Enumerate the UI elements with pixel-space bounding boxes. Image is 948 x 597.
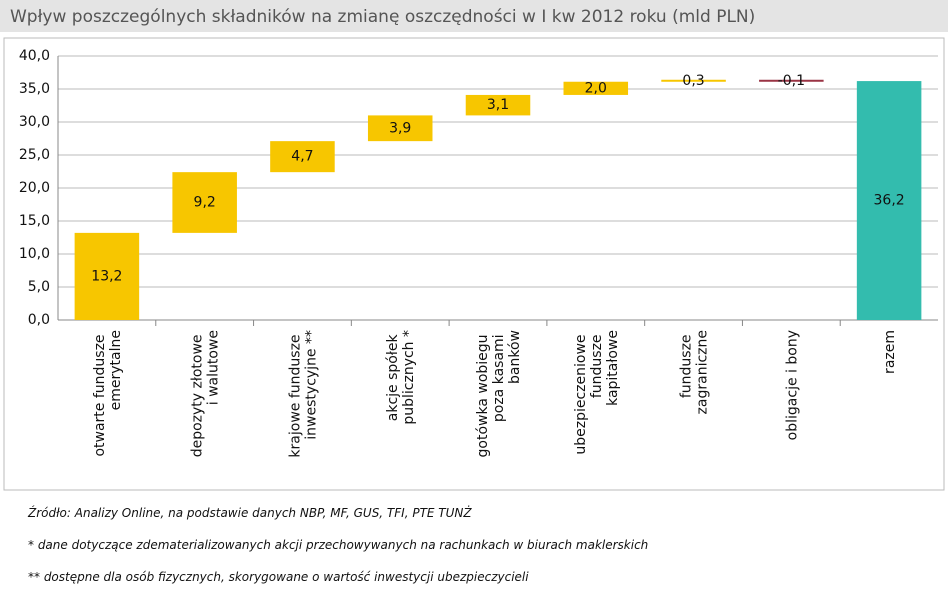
bar (270, 141, 335, 173)
value-label: 13,2 (91, 268, 122, 284)
value-label: 0,3 (682, 73, 704, 89)
footnote: * dane dotyczące zdematerializowanych ak… (28, 538, 648, 552)
bar (172, 172, 237, 233)
x-tick-label: ubezpieczeniowe fundusze kapitałowe (573, 330, 621, 455)
y-tick-label: 25,0 (19, 147, 50, 163)
value-label: 3,9 (389, 120, 411, 136)
y-tick-label: 10,0 (19, 246, 50, 262)
y-tick-label: 30,0 (19, 114, 50, 130)
y-tick-label: 5,0 (28, 279, 50, 295)
y-tick-label: 40,0 (19, 48, 50, 64)
value-label: 9,2 (194, 195, 216, 211)
bar (661, 79, 726, 82)
value-label: -0,1 (778, 73, 805, 89)
x-tick-label: otwarte fundusze emerytalne (92, 330, 124, 457)
x-tick-label: obligacje i bony (784, 330, 800, 440)
bar (465, 94, 531, 116)
y-tick-label: 15,0 (19, 213, 50, 229)
value-label: 4,7 (291, 149, 313, 165)
bar (563, 81, 629, 95)
y-tick-label: 0,0 (28, 312, 50, 328)
x-tick-label: gotówka wobiegu poza kasami banków (475, 330, 523, 457)
x-tick-label: krajowe fundusze inwestycyjne ** (287, 330, 319, 458)
chart-title: Wpływ poszczególnych składników na zmian… (10, 7, 755, 27)
chart-frame (3, 37, 945, 491)
title-bar (0, 0, 948, 32)
footnote: Źródło: Analizy Online, na podstawie dan… (27, 505, 472, 520)
y-tick-label: 35,0 (19, 81, 50, 97)
bar (856, 81, 922, 320)
bar (74, 232, 140, 320)
x-tick-label: fundusze zagraniczne (679, 330, 711, 414)
bar (367, 115, 433, 142)
footnote: ** dostępne dla osób fizycznych, skorygo… (28, 570, 529, 584)
x-tick-label: depozyty złotowe i walutowe (190, 330, 222, 457)
x-tick-label: akcje spółek publicznych * (385, 330, 417, 425)
x-tick-label: razem (882, 330, 898, 374)
value-label: 3,1 (487, 97, 509, 113)
y-tick-label: 20,0 (19, 180, 50, 196)
value-label: 2,0 (585, 80, 607, 96)
bar (759, 79, 824, 82)
value-label: 36,2 (874, 193, 905, 209)
